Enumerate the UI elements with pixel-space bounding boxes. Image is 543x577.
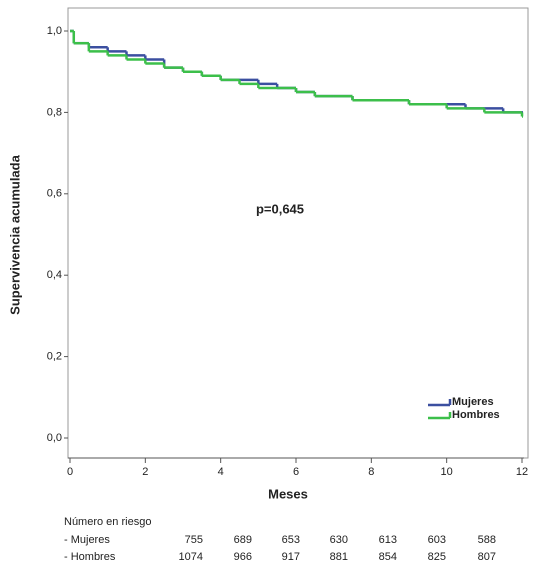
plot-frame [67, 7, 529, 459]
x-tick-label: 6 [293, 466, 299, 478]
x-tick-label: 10 [441, 466, 453, 478]
y-axis-label: Supervivencia acumulada [7, 154, 22, 314]
risk-value: 807 [478, 551, 496, 563]
risk-value: 653 [282, 534, 300, 546]
risk-value: 613 [379, 534, 397, 546]
risk-value: 603 [428, 534, 446, 546]
y-tick-label: 0,2 [47, 351, 62, 363]
risk-value: 881 [330, 551, 348, 563]
x-axis-label: Meses [268, 486, 308, 501]
risk-value: 1074 [179, 551, 203, 563]
y-tick-label: 0,0 [47, 432, 62, 444]
risk-value: 917 [282, 551, 300, 563]
x-tick-label: 4 [218, 466, 224, 478]
risk-value: 588 [478, 534, 496, 546]
risk-row-label: - Hombres [64, 551, 116, 563]
risk-value: 966 [234, 551, 252, 563]
x-tick-label: 2 [142, 466, 148, 478]
x-tick-label: 12 [516, 466, 528, 478]
risk-value: 689 [234, 534, 252, 546]
risk-value: 755 [185, 534, 203, 546]
risk-value: 854 [379, 551, 397, 563]
y-tick-label: 0,8 [47, 106, 62, 118]
x-tick-label: 8 [368, 466, 374, 478]
y-tick-label: 1,0 [47, 25, 62, 37]
risk-value: 825 [428, 551, 446, 563]
y-tick-label: 0,6 [47, 188, 62, 200]
risk-value: 630 [330, 534, 348, 546]
annotation: p=0,645 [256, 201, 304, 216]
risk-row-label: - Mujeres [64, 534, 110, 546]
y-tick-label: 0,4 [47, 269, 62, 281]
x-tick-label: 0 [67, 466, 73, 478]
risk-title: Número en riesgo [64, 516, 151, 528]
legend-label: Mujeres [452, 396, 494, 408]
legend-label: Hombres [452, 409, 500, 421]
